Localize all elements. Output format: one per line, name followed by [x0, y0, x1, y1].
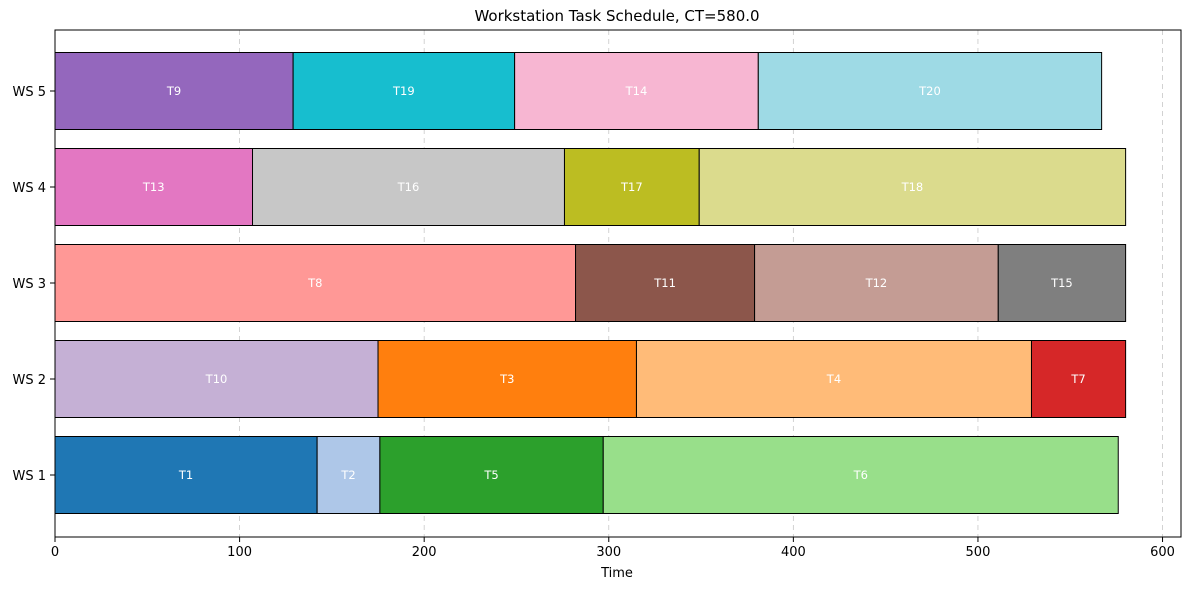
x-tick-label: 200 [412, 545, 437, 560]
task-bar-t4 [635, 340, 1032, 418]
task-label-t5: T5 [483, 468, 498, 482]
x-tick-label: 500 [966, 545, 991, 560]
task-label-t8: T8 [307, 276, 322, 290]
task-label-t7: T7 [1070, 372, 1085, 386]
x-tick-label: 0 [51, 545, 59, 560]
task-bar-t17 [563, 148, 700, 226]
task-bar-t18 [698, 148, 1127, 226]
task-label-t18: T18 [901, 180, 924, 194]
task-bar-t20 [757, 52, 1103, 130]
task-label-t19: T19 [392, 84, 415, 98]
task-label-t4: T4 [826, 372, 841, 386]
task-bar-t19 [292, 52, 516, 130]
task-label-t14: T14 [625, 84, 648, 98]
task-label-t17: T17 [620, 180, 643, 194]
task-label-t13: T13 [142, 180, 165, 194]
task-bar-t6 [602, 436, 1119, 514]
x-tick-label: 300 [596, 545, 621, 560]
task-labels: T1 T2 T5 T6 T10 T3 T4 T7 T8 T11 T12 T15 T13 T16 T17 T18… [142, 84, 1086, 482]
task-bar-t5 [379, 436, 604, 514]
task-label-t12: T12 [865, 276, 888, 290]
task-label-t6: T6 [853, 468, 868, 482]
task-label-t3: T3 [499, 372, 514, 386]
y-tick-label: WS 4 [12, 181, 46, 196]
task-bar-t8 [54, 244, 577, 322]
task-label-t15: T15 [1050, 276, 1073, 290]
task-label-t20: T20 [918, 84, 941, 98]
x-axis: 0 100 200 300 400 500 600 [51, 537, 1175, 560]
y-tick-label: WS 5 [12, 85, 46, 100]
task-bar-t10 [54, 340, 379, 418]
task-label-t1: T1 [178, 468, 193, 482]
task-label-t2: T2 [340, 468, 355, 482]
task-bar-t16 [252, 148, 565, 226]
task-bar-t11 [575, 244, 756, 322]
y-tick-label: WS 2 [12, 373, 46, 388]
x-tick-label: 100 [227, 545, 252, 560]
task-bar-t14 [514, 52, 759, 130]
task-bar-t3 [377, 340, 637, 418]
x-tick-label: 400 [781, 545, 806, 560]
task-label-t16: T16 [397, 180, 420, 194]
y-tick-label: WS 1 [12, 469, 46, 484]
task-bar-t1 [54, 436, 318, 514]
y-tick-label: WS 3 [12, 277, 46, 292]
task-bar-t15 [997, 244, 1127, 322]
task-bar-t9 [54, 52, 294, 130]
x-tick-label: 600 [1150, 545, 1175, 560]
task-label-t11: T11 [653, 276, 676, 290]
task-label-t9: T9 [166, 84, 181, 98]
x-axis-label: Time [600, 566, 633, 581]
task-bar-t12 [754, 244, 999, 322]
task-bar-t7 [1030, 340, 1127, 418]
y-axis: WS 1 WS 2 WS 3 WS 4 WS 5 [12, 85, 55, 484]
task-label-t10: T10 [205, 372, 228, 386]
chart-title: Workstation Task Schedule, CT=580.0 [474, 7, 759, 25]
task-bars [54, 52, 1127, 514]
